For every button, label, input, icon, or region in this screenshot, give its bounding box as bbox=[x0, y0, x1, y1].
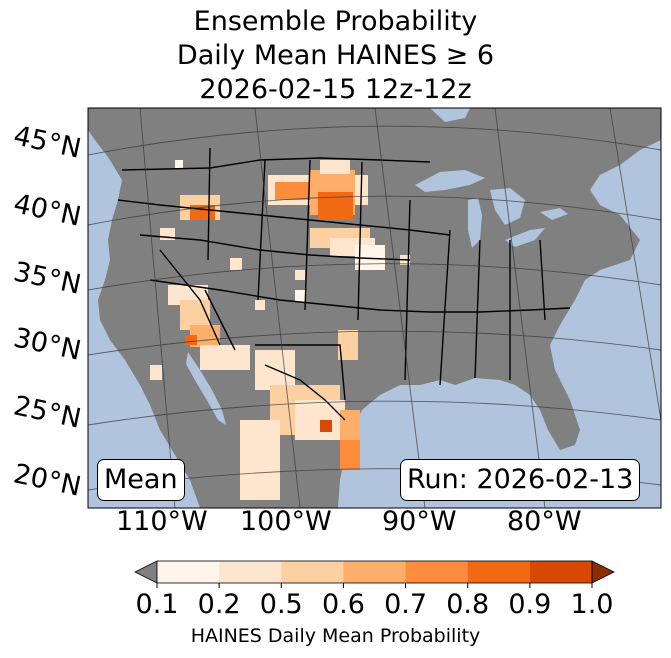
colorbar-tick-label: 0.1 bbox=[135, 589, 179, 620]
colorbar-segment bbox=[467, 561, 531, 583]
colorbar-tick-label: 0.5 bbox=[259, 589, 303, 620]
colorbar-frame bbox=[156, 560, 593, 584]
colorbar-segment bbox=[219, 561, 282, 583]
lon-label-110: 110°W bbox=[116, 506, 208, 537]
colorbar-tick-label: 0.6 bbox=[321, 589, 365, 620]
colorbar-under-arrow bbox=[134, 560, 158, 584]
colorbar-tick-label: 0.7 bbox=[384, 589, 428, 620]
lon-label-100: 100°W bbox=[240, 506, 332, 537]
colorbar-tick-label: 1.0 bbox=[570, 589, 614, 620]
probability-field bbox=[150, 160, 410, 500]
hudson-bay bbox=[430, 108, 470, 122]
title-line-3: 2026-02-15 12z-12z bbox=[199, 74, 472, 105]
colorbar-segment bbox=[281, 561, 344, 583]
colorbar-segment bbox=[157, 561, 220, 583]
mean-label-box: Mean bbox=[97, 459, 185, 501]
colorbar-over-arrow bbox=[591, 560, 615, 584]
colorbar-label: HAINES Daily Mean Probability bbox=[190, 625, 481, 647]
map-frame bbox=[87, 107, 662, 509]
lake-michigan bbox=[468, 198, 482, 248]
colorbar-tick-label: 0.9 bbox=[508, 589, 552, 620]
colorbar-tick-label: 0.2 bbox=[197, 589, 241, 620]
colorbar-segment bbox=[343, 561, 407, 583]
run-date-box: Run: 2026-02-13 bbox=[400, 459, 641, 501]
colorbar-segment bbox=[529, 561, 593, 583]
baja-land bbox=[165, 345, 210, 445]
colorbar bbox=[134, 560, 615, 588]
lon-label-80: 80°W bbox=[507, 506, 582, 537]
colorbar-tick-label: 0.8 bbox=[446, 589, 490, 620]
lake-ontario bbox=[540, 208, 568, 220]
lake-erie bbox=[505, 228, 545, 247]
title-line-2: Daily Mean HAINES ≥ 6 bbox=[176, 40, 495, 71]
lake-superior bbox=[415, 170, 485, 192]
lon-label-90: 90°W bbox=[382, 506, 457, 537]
gulf-of-california bbox=[186, 352, 226, 425]
title-line-1: Ensemble Probability bbox=[193, 6, 478, 37]
state-borders bbox=[117, 147, 571, 421]
colorbar-segment bbox=[405, 561, 469, 583]
